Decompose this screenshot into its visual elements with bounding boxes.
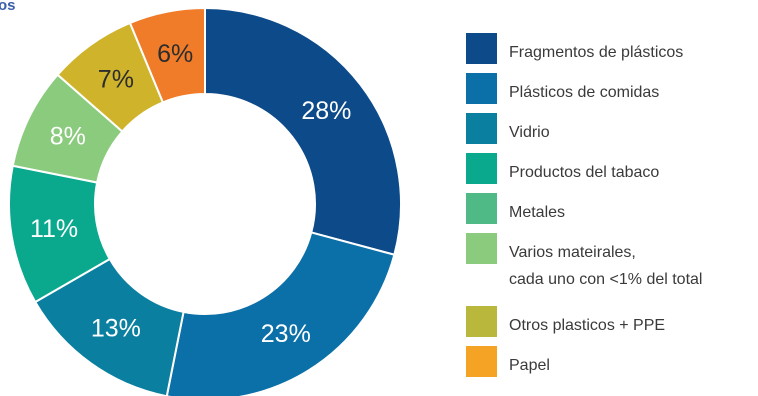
slice-label-1: 28%	[301, 97, 351, 125]
slice-label-3: 13%	[91, 314, 141, 342]
legend-swatch	[466, 306, 497, 337]
legend-item-varios: Varios mateirales, cada uno con <1% del …	[466, 233, 758, 297]
legend-item-tabaco: Productos del tabaco	[466, 153, 758, 184]
legend-swatch	[466, 153, 497, 184]
legend-item-metales: Metales	[466, 193, 758, 224]
legend-swatch	[466, 113, 497, 144]
legend-label: Otros plasticos + PPE	[509, 317, 666, 334]
slice-label-6: 7%	[98, 66, 134, 94]
slice-label-4: 11%	[30, 215, 78, 243]
legend-item-papel: Papel	[466, 346, 758, 377]
donut-chart: 28% 23% 13% 11% 8% 7% 6%	[8, 6, 402, 396]
legend-label: Plásticos de comidas	[509, 84, 660, 101]
legend-swatch	[466, 346, 497, 377]
legend-item-vidrio: Vidrio	[466, 113, 758, 144]
legend-swatch	[466, 73, 497, 104]
donut-slice-2	[165, 231, 396, 396]
legend-label: Fragmentos de plásticos	[509, 44, 684, 61]
legend-swatch	[466, 193, 497, 224]
legend-swatch	[466, 233, 497, 264]
legend-item-fragmentos: Fragmentos de plásticos	[466, 33, 758, 64]
legend-label: Varios mateirales, cada uno con <1% del …	[509, 244, 703, 288]
legend-label: Vidrio	[509, 124, 550, 141]
legend: Fragmentos de plásticos Plásticos de com…	[466, 33, 758, 386]
legend-item-comidas: Plásticos de comidas	[466, 73, 758, 104]
slice-label-2: 23%	[261, 320, 311, 348]
legend-label: Productos del tabaco	[509, 164, 660, 181]
slice-label-5: 8%	[50, 122, 86, 150]
legend-swatch	[466, 33, 497, 64]
legend-label: Papel	[509, 357, 550, 374]
legend-item-otros: Otros plasticos + PPE	[466, 306, 758, 337]
donut-slice-1	[204, 6, 402, 256]
legend-label: Metales	[509, 204, 566, 221]
slice-label-7: 6%	[157, 40, 193, 68]
donut-slice-7	[128, 6, 206, 104]
chart-title: os	[0, 0, 16, 14]
